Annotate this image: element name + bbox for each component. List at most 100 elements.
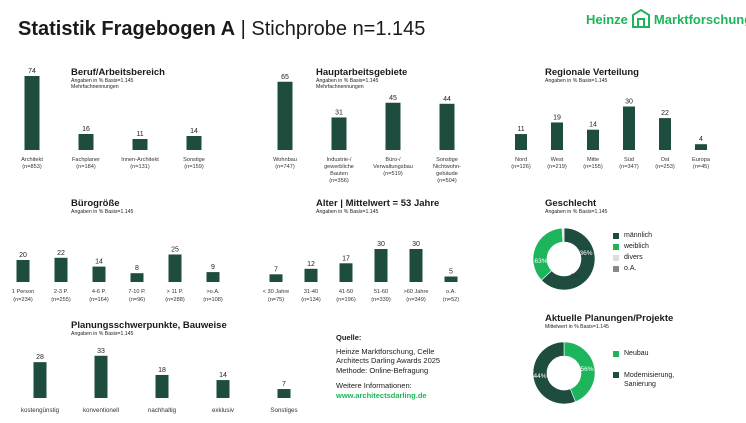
data-label: 14	[589, 122, 597, 129]
panel-buero: Bürogröße Angaben in % Basis=1.145	[71, 198, 133, 215]
chart-title: Beruf/Arbeitsbereich	[71, 67, 165, 78]
data-label: 74	[28, 68, 36, 75]
bar	[659, 118, 671, 150]
data-label: 9	[211, 264, 215, 271]
data-label: 65	[281, 74, 289, 81]
category-label: gebäude	[436, 171, 458, 177]
category-label: (n=234)	[13, 297, 33, 303]
bar	[439, 103, 455, 150]
chart-title: Hauptarbeitsgebiete	[316, 67, 408, 78]
slice-label: 44%	[533, 373, 546, 380]
category-label: 4-6 P.	[92, 289, 107, 295]
data-label: 7	[282, 381, 286, 388]
legend-item: weiblich	[613, 243, 652, 250]
bar	[444, 276, 458, 282]
category-label: (n=356)	[329, 178, 349, 184]
source-line: Methode: Online-Befragung	[336, 365, 429, 375]
legend-geschlecht: männlich weiblich divers o.A.	[613, 232, 652, 272]
legend-label: divers	[624, 254, 643, 261]
category-label: 7-10 P.	[128, 289, 146, 295]
data-label: 44	[443, 96, 451, 103]
bar	[385, 102, 401, 150]
legend-swatch	[613, 244, 619, 250]
donut-planungen: 44% 56%	[532, 341, 596, 405]
chart-note: Angaben in % Basis=1.145	[71, 78, 134, 84]
chart-title: Planungsschwerpunkte, Bauweise	[71, 320, 227, 331]
legend-item: Modernisierung, Sanierung	[613, 371, 704, 389]
panel-haupt: Hauptarbeitsgebiete Angaben in % Basis=1…	[316, 67, 407, 90]
slice-label: 63%	[534, 258, 547, 265]
category-label: Architekt	[21, 157, 43, 163]
category-label: Sonstige	[436, 157, 458, 163]
legend-swatch	[613, 266, 619, 272]
legend-label: Modernisierung, Sanierung	[624, 372, 675, 388]
legend-label: o.A.	[624, 265, 637, 272]
data-label: 28	[36, 354, 44, 361]
category-label: (n=339)	[371, 297, 391, 303]
category-label: (n=134)	[301, 297, 321, 303]
data-label: 7	[274, 266, 278, 273]
category-label: (n=96)	[129, 297, 145, 303]
category-label: Nichtwohn-	[433, 164, 461, 170]
category-label: konventionell	[83, 407, 119, 414]
category-label: (n=159)	[184, 164, 204, 170]
data-label: 45	[389, 95, 397, 102]
category-label: Ost	[661, 157, 670, 163]
pie-slice	[540, 227, 596, 291]
category-label: (n=108)	[203, 297, 223, 303]
pie-slice	[561, 227, 565, 243]
bar	[623, 106, 635, 150]
category-label: (n=184)	[76, 164, 96, 170]
category-label: Sonstige	[183, 157, 205, 163]
category-label: Wohnbau	[273, 157, 297, 163]
bar	[24, 76, 40, 150]
category-label: Sonstiges	[270, 407, 297, 414]
source-link[interactable]: www.architectsdarling.de	[336, 390, 427, 400]
bar	[33, 362, 47, 398]
bar	[206, 272, 220, 282]
panel-region: Regionale Verteilung Angaben in % Basis=…	[545, 67, 639, 84]
data-label: 20	[19, 252, 27, 259]
bar	[551, 122, 563, 150]
bar	[695, 144, 707, 150]
data-label: 30	[377, 241, 385, 248]
category-label: Verwaltungsbau	[373, 164, 413, 170]
category-label: (n=519)	[383, 171, 403, 177]
bar	[277, 389, 291, 398]
chart-hauptarbeitsgebiete: 65 Wohnbau(n=747) 31 Industrie-/gewerbliche…	[273, 74, 461, 184]
category-label: (n=504)	[437, 178, 457, 184]
pie-slice	[532, 227, 564, 281]
legend-label: weiblich	[624, 243, 649, 250]
category-label: >o.A.	[206, 289, 220, 295]
category-label: (n=349)	[406, 297, 426, 303]
data-label: 11	[136, 131, 143, 138]
category-label: (n=45)	[693, 164, 709, 170]
data-label: 12	[307, 261, 315, 268]
bar	[94, 355, 108, 398]
bar	[515, 134, 527, 150]
bar	[132, 139, 148, 150]
category-label: (n=52)	[443, 297, 459, 303]
legend-swatch	[613, 351, 619, 357]
chart-note: Angaben in % Basis=1.145	[71, 209, 134, 215]
category-label: West	[551, 157, 564, 163]
data-label: 22	[661, 110, 669, 117]
bar	[155, 374, 169, 398]
data-label: 17	[342, 255, 350, 262]
bar	[16, 260, 30, 282]
title-bold: Statistik Fragebogen A	[18, 18, 236, 40]
chart-note: Mehrfachnennungen	[71, 84, 119, 91]
data-label: 11	[517, 126, 524, 133]
bar	[277, 81, 293, 150]
brand-logo: Heinze Marktforschung	[586, 8, 746, 30]
chart-alter: 7 < 30 Jahre (n=75) 12 31-40 (n=134) 17 41-50 (n…	[263, 241, 460, 303]
slice-label: 1%	[570, 273, 580, 280]
legend-swatch	[613, 255, 619, 261]
category-label: 31-40	[304, 289, 318, 295]
bar	[339, 263, 353, 282]
data-label: 8	[135, 265, 139, 272]
page-title: Statistik Fragebogen A | Stichprobe n=1.…	[18, 18, 425, 41]
category-label: kostengünstig	[21, 407, 60, 414]
slice-label: 36%	[579, 250, 592, 257]
bar	[374, 249, 388, 282]
